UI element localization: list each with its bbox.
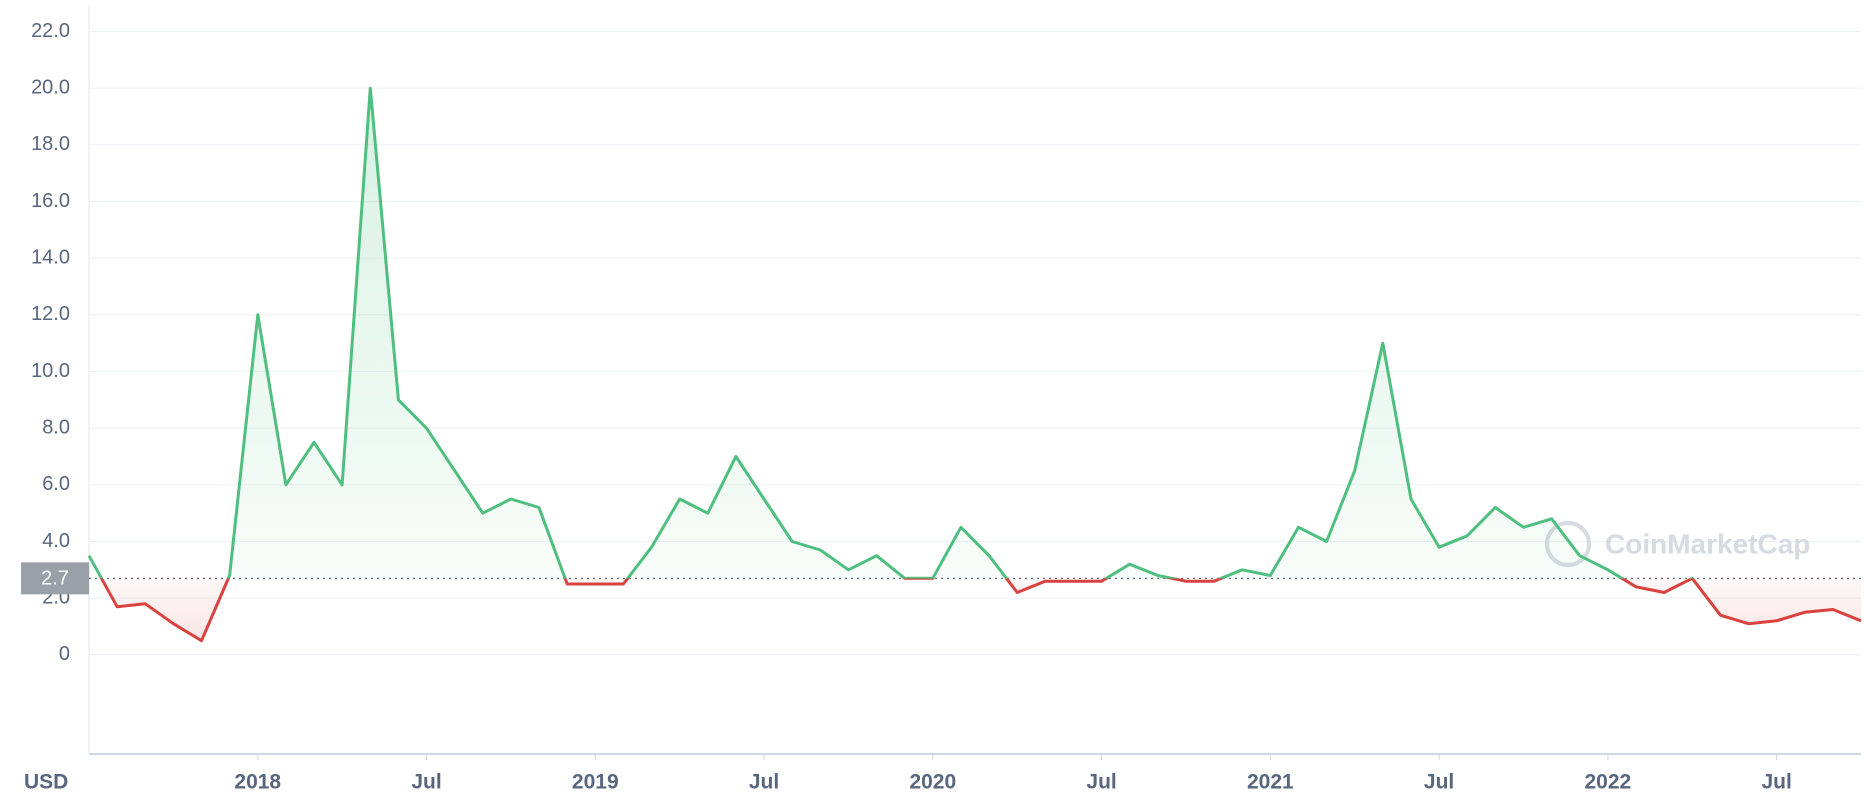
y-tick-label: 14.0	[31, 246, 70, 268]
y-tick-label: 12.0	[31, 303, 70, 325]
y-tick-label: 20.0	[31, 76, 70, 98]
y-tick-label: 18.0	[31, 133, 70, 155]
x-tick-label: Jul	[1086, 771, 1116, 794]
currency-label: USD	[24, 771, 68, 794]
x-tick-label: Jul	[411, 771, 441, 794]
x-tick-label: 2020	[909, 771, 956, 794]
y-tick-label: 8.0	[42, 416, 70, 438]
x-tick-label: Jul	[1424, 771, 1454, 794]
y-tick-label: 10.0	[31, 360, 70, 382]
y-tick-label: 6.0	[42, 473, 70, 495]
x-tick-label: 2019	[572, 771, 619, 794]
baseline-tag	[21, 562, 89, 595]
y-tick-label: 16.0	[31, 190, 70, 212]
watermark: CoinMarketCap	[1605, 528, 1810, 559]
x-tick-label: Jul	[1761, 771, 1791, 794]
price-line	[87, 86, 1862, 643]
y-tick-label: 22.0	[31, 20, 70, 42]
area	[89, 88, 1861, 641]
x-tick-label: 2022	[1584, 771, 1631, 794]
baseline-label: 2.7	[41, 568, 69, 590]
x-tick-label: 2018	[234, 771, 281, 794]
x-tick-label: Jul	[749, 771, 779, 794]
y-tick-label: 0	[59, 643, 70, 665]
y-tick-label: 4.0	[42, 530, 70, 552]
x-tick-label: 2021	[1247, 771, 1294, 794]
